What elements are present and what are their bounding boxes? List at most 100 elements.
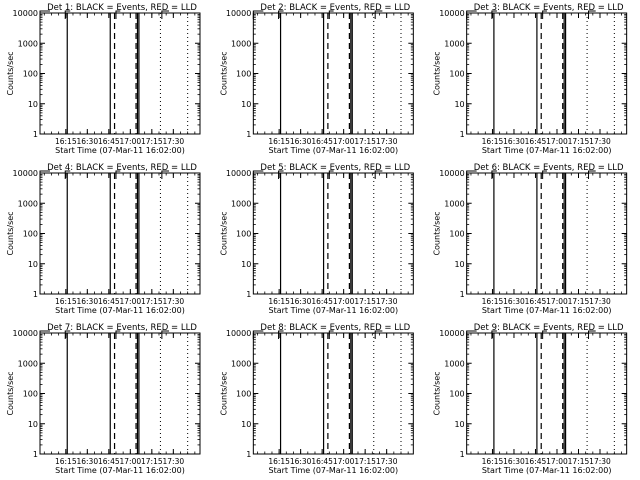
y-tick-label: 10 — [454, 420, 464, 429]
plot-title: Det 8: BLACK = Events, RED = LLD — [260, 323, 410, 333]
plot-title: Det 5: BLACK = Events, RED = LLD — [260, 163, 410, 173]
y-axis-label: Counts/sec — [433, 211, 442, 255]
plot-frame — [39, 332, 201, 455]
interval-bracket — [491, 170, 497, 179]
x-tick-label: 16:15 — [268, 297, 290, 306]
interval-bracket — [588, 330, 596, 339]
y-tick-label: 10 — [241, 420, 251, 429]
x-tick-label: 16:15 — [482, 457, 504, 466]
y-tick-label: 1000 — [444, 39, 464, 48]
interval-bracket — [328, 330, 334, 339]
x-tick-label: 16:45 — [98, 137, 120, 146]
x-tick-label: 17:30 — [163, 457, 185, 466]
interval-bracket — [374, 330, 383, 339]
plot-frame — [39, 172, 201, 295]
y-tick-label: 10000 — [13, 169, 38, 178]
y-tick-label: 10000 — [439, 169, 464, 178]
y-tick-label: 1000 — [231, 199, 251, 208]
x-tick-label: 16:15 — [55, 457, 77, 466]
y-axis-label: Counts/sec — [219, 211, 228, 255]
y-tick-label: 100 — [236, 70, 251, 79]
interval-bracket — [491, 10, 497, 19]
x-tick-label: 17:15 — [141, 137, 163, 146]
x-tick-label: 17:15 — [354, 137, 376, 146]
plot-frame — [252, 332, 414, 455]
x-tick-label: 16:45 — [311, 457, 333, 466]
x-tick-label: 16:15 — [268, 137, 290, 146]
x-tick-label: 17:00 — [333, 137, 355, 146]
x-tick-label: 16:15 — [482, 137, 504, 146]
y-tick-label: 1 — [33, 130, 38, 139]
x-tick-label: 17:00 — [546, 297, 568, 306]
x-tick-label: 16:30 — [503, 457, 525, 466]
plot-panel-det3: Counts/sec 1 10 100 1000 10000 16:15 16:30 16:45… — [433, 3, 628, 155]
x-tick-label: 17:00 — [120, 457, 142, 466]
x-tick-label: 17:00 — [333, 297, 355, 306]
x-tick-label: 17:15 — [568, 137, 590, 146]
x-tick-label: 16:30 — [290, 137, 312, 146]
y-tick-label: 1000 — [444, 199, 464, 208]
x-tick-label: 17:00 — [546, 137, 568, 146]
y-tick-label: 1 — [246, 450, 251, 459]
y-tick-label: 1000 — [444, 359, 464, 368]
y-axis-label: Counts/sec — [6, 51, 15, 95]
x-tick-label: 17:30 — [376, 137, 398, 146]
y-tick-label: 10000 — [13, 9, 38, 18]
x-tick-label: 16:45 — [98, 297, 120, 306]
y-tick-label: 1 — [33, 450, 38, 459]
x-axis-label: Start Time (07-Mar-11 16:02:00) — [55, 466, 185, 475]
y-tick-label: 1 — [460, 450, 465, 459]
x-axis-label: Start Time (07-Mar-11 16:02:00) — [482, 466, 612, 475]
y-tick-label: 10 — [28, 420, 38, 429]
interval-bracket — [374, 10, 383, 19]
y-tick-label: 10 — [28, 260, 38, 269]
interval-bracket — [588, 170, 596, 179]
plot-frame — [466, 172, 628, 295]
y-tick-label: 1 — [460, 130, 465, 139]
interval-bracket — [64, 170, 71, 179]
interval-bracket — [278, 10, 284, 19]
x-tick-label: 17:15 — [568, 457, 590, 466]
x-axis-label: Start Time (07-Mar-11 16:02:00) — [55, 306, 185, 315]
y-axis-label: Counts/sec — [6, 371, 15, 415]
y-tick-label: 1000 — [18, 39, 38, 48]
plot-title: Det 7: BLACK = Events, RED = LLD — [47, 323, 197, 333]
y-tick-label: 100 — [236, 390, 251, 399]
plot-frame — [252, 12, 414, 135]
y-tick-label: 10000 — [226, 169, 251, 178]
x-tick-label: 17:30 — [376, 457, 398, 466]
y-tick-label: 1000 — [231, 39, 251, 48]
interval-bracket — [278, 330, 284, 339]
interval-bracket — [161, 330, 170, 339]
x-tick-label: 16:30 — [290, 297, 312, 306]
y-tick-label: 1000 — [231, 359, 251, 368]
interval-bracket — [542, 10, 547, 19]
interval-bracket — [328, 170, 334, 179]
x-tick-label: 16:30 — [503, 137, 525, 146]
y-tick-label: 1 — [460, 290, 465, 299]
y-tick-label: 10000 — [13, 329, 38, 338]
y-tick-label: 100 — [449, 230, 464, 239]
plot-panel-det7: Counts/sec 1 10 100 1000 10000 16:15 16:30 16:45… — [6, 323, 201, 475]
x-tick-label: 16:30 — [503, 297, 525, 306]
interval-bracket — [161, 10, 170, 19]
x-tick-label: 16:30 — [76, 297, 98, 306]
x-axis-label: Start Time (07-Mar-11 16:02:00) — [269, 146, 399, 155]
x-axis-label: Start Time (07-Mar-11 16:02:00) — [269, 306, 399, 315]
x-tick-label: 17:30 — [589, 457, 611, 466]
interval-bracket — [542, 330, 547, 339]
x-tick-label: 16:30 — [76, 137, 98, 146]
x-axis-label: Start Time (07-Mar-11 16:02:00) — [269, 466, 399, 475]
plot-panel-det9: Counts/sec 1 10 100 1000 10000 16:15 16:30 16:45… — [433, 323, 628, 475]
x-tick-label: 16:45 — [525, 457, 547, 466]
interval-bracket — [491, 330, 497, 339]
y-tick-label: 100 — [23, 390, 38, 399]
x-tick-label: 17:30 — [589, 297, 611, 306]
y-tick-label: 1 — [246, 290, 251, 299]
y-tick-label: 1 — [246, 130, 251, 139]
x-tick-label: 17:30 — [589, 137, 611, 146]
plot-title: Det 4: BLACK = Events, RED = LLD — [47, 163, 197, 173]
y-tick-label: 10 — [241, 100, 251, 109]
plot-title: Det 2: BLACK = Events, RED = LLD — [260, 3, 410, 13]
